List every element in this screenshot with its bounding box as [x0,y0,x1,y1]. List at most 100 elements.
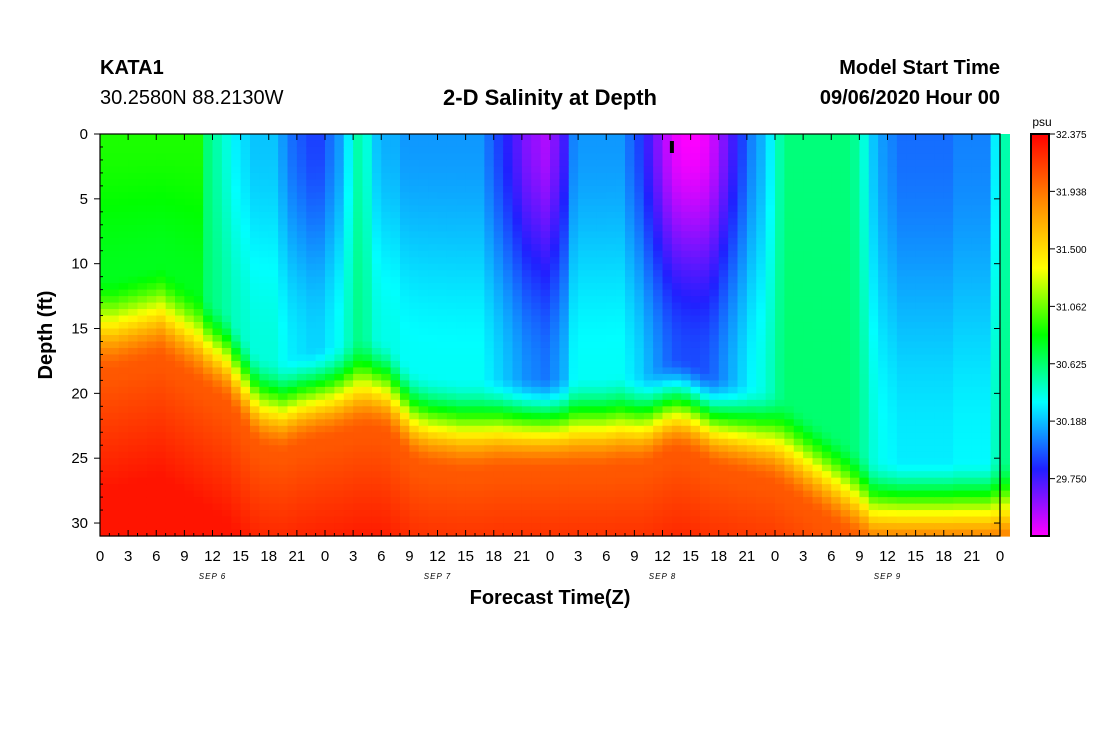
heatmap-cell [296,438,307,446]
heatmap-cell [137,360,148,369]
heatmap-cell [390,244,401,252]
heatmap-cell [400,458,410,466]
heatmap-cell [128,224,139,232]
heatmap-cell [596,283,607,291]
heatmap-cell [259,263,270,271]
heatmap-cell [203,477,214,485]
heatmap-cell [512,263,523,271]
heatmap-cell [671,523,682,531]
heatmap-cell [334,244,345,252]
heatmap-cell [690,425,701,433]
heatmap-cell [278,322,289,330]
heatmap-cell [559,503,570,511]
heatmap-cell [184,257,195,265]
heatmap-cell [718,237,729,245]
heatmap-cell [175,510,185,518]
heatmap-cell [409,432,420,440]
heatmap-cell [353,289,364,297]
heatmap-cell [737,328,748,336]
heatmap-cell [371,471,382,479]
heatmap-cell [765,335,776,343]
heatmap-cell [193,179,204,187]
heatmap-cell [531,328,542,336]
heatmap-cell [540,159,551,168]
heatmap-cell [625,283,635,291]
heatmap-cell [418,315,429,323]
heatmap-cell [250,341,260,349]
heatmap-cell [100,406,110,414]
heatmap-cell [334,523,345,531]
heatmap-cell [493,328,504,336]
heatmap-cell [165,471,176,479]
heatmap-cell [643,360,654,369]
heatmap-cell [456,211,467,219]
heatmap-cell [737,192,748,200]
heatmap-cell [784,464,795,472]
heatmap-cell [231,192,242,200]
heatmap-cell [840,438,851,446]
heatmap-cell [493,146,504,155]
heatmap-cell [128,237,139,245]
heatmap-cell [531,270,542,278]
heatmap-cell [578,425,589,433]
heatmap-cell [850,231,860,239]
heatmap-cell [240,263,251,271]
heatmap-cell [503,386,514,394]
heatmap-cell [446,341,457,349]
heatmap-cell [315,419,326,427]
heatmap-cell [446,185,457,193]
heatmap-cell [100,159,110,168]
heatmap-cell [718,276,729,284]
heatmap-cell [146,185,157,193]
heatmap-cell [784,399,795,407]
heatmap-cell [278,432,289,440]
heatmap-cell [165,529,176,537]
heatmap-cell [831,354,842,362]
heatmap-cell [334,386,345,394]
heatmap-cell [100,140,110,148]
heatmap-cell [250,406,260,414]
heatmap-cell [259,386,270,394]
heatmap-cell [765,347,776,356]
heatmap-cell [221,198,232,206]
heatmap-cell [390,341,401,349]
heatmap-cell [803,263,814,271]
heatmap-cell [446,315,457,323]
heatmap-cell [465,490,476,498]
heatmap-cell [821,231,832,239]
heatmap-cell [793,250,804,258]
heatmap-cell [109,438,120,446]
heatmap-cell [296,458,307,466]
heatmap-cell [418,218,429,226]
heatmap-cell [221,406,232,414]
heatmap-cell [240,192,251,200]
heatmap-cell [812,322,823,330]
heatmap-cell [296,516,307,524]
heatmap-cell [137,335,148,343]
heatmap-cell [587,205,598,213]
heatmap-cell [381,296,392,304]
heatmap-cell [156,302,167,310]
heatmap-cell [118,393,129,401]
heatmap-cell [193,510,204,518]
heatmap-cell [531,146,542,155]
heatmap-cell [109,451,120,459]
heatmap-cell [718,523,729,531]
heatmap-cell [175,529,185,537]
heatmap-cell [578,159,589,168]
heatmap-cell [296,399,307,407]
heatmap-cell [212,406,223,414]
heatmap-cell [250,484,260,492]
heatmap-cell [662,419,673,427]
heatmap-cell [821,523,832,531]
heatmap-cell [709,523,720,531]
heatmap-cell [259,406,270,414]
heatmap-cell [165,198,176,206]
heatmap-cell [446,302,457,310]
heatmap-cell [165,490,176,498]
heatmap-cell [437,497,448,505]
heatmap-cell [709,432,720,440]
heatmap-cell [446,347,457,356]
heatmap-cell [371,250,382,258]
heatmap-cell [193,458,204,466]
